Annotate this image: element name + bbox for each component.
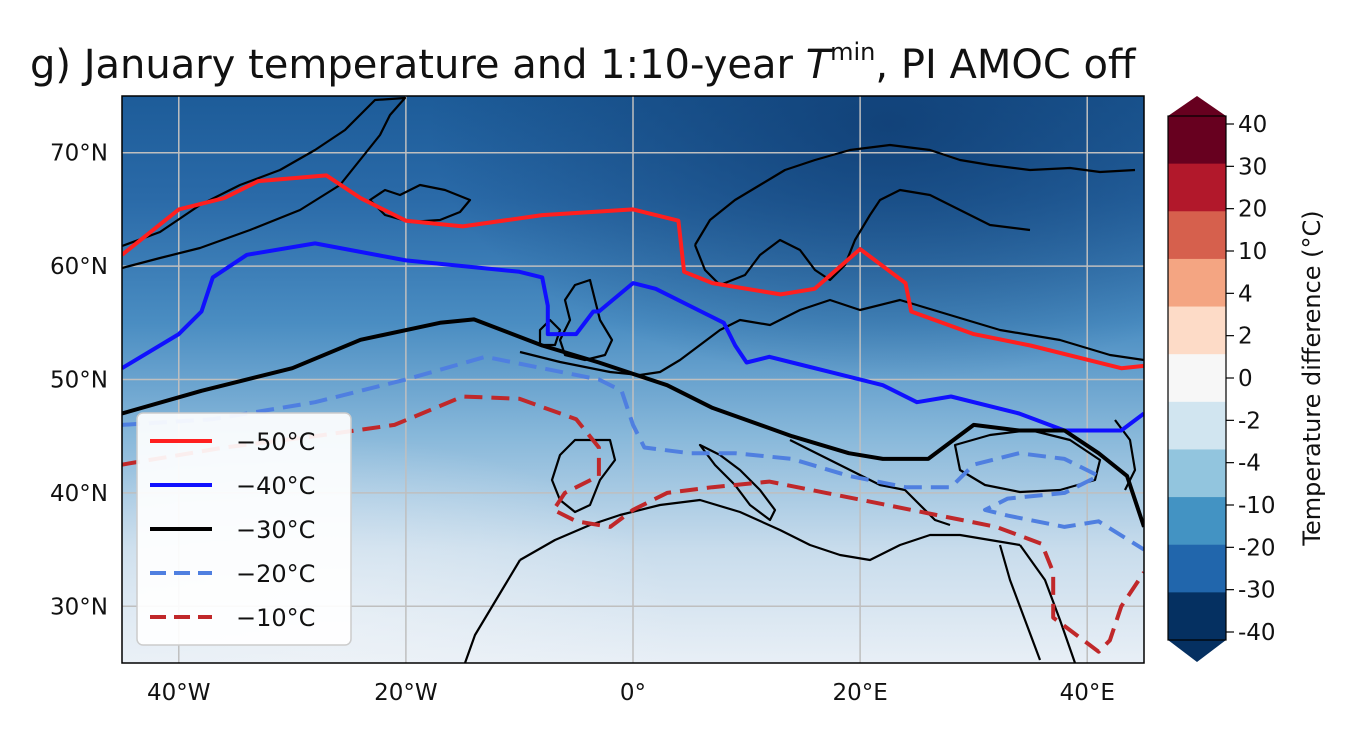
- colorbar-segment-7: [1168, 449, 1226, 498]
- lat-tick-label-1: 60°N: [50, 254, 108, 280]
- latitude-tick-labels: 70°N 60°N 50°N 40°N 30°N: [50, 141, 108, 621]
- legend-label-0: −50°C: [236, 428, 315, 456]
- lon-tick-label-0: 40°W: [147, 680, 211, 706]
- legend: −50°C −40°C −30°C −20°C −10°C: [136, 412, 352, 646]
- lat-tick-label-2: 50°N: [50, 368, 108, 394]
- colorbar-segment-8: [1168, 497, 1226, 546]
- colorbar-top-extension: [1168, 96, 1226, 116]
- legend-box: [136, 412, 352, 646]
- colorbar-segment-1: [1168, 163, 1226, 212]
- colorbar-bottom-extension: [1168, 640, 1226, 662]
- colorbar-segment-9: [1168, 544, 1226, 593]
- lon-tick-label-1: 20°W: [374, 680, 438, 706]
- colorbar-segment-6: [1168, 401, 1226, 450]
- coastline-scandinavia: [693, 143, 1136, 287]
- colorbar-segment-3: [1168, 258, 1226, 308]
- title-prefix: g) January temperature and 1:10-year: [30, 42, 806, 88]
- chart-title: g) January temperature and 1:10-year Tmi…: [30, 38, 1136, 88]
- colorbar-tick-label-1: 30: [1238, 154, 1267, 180]
- longitude-tick-labels: 40°W 20°W 0° 20°E 40°E: [147, 680, 1115, 706]
- title-suffix: , PI AMOC off: [875, 42, 1136, 88]
- coastline-north-africa: [519, 498, 1021, 562]
- map-frame: [121, 95, 1145, 664]
- contour-line-3: [122, 354, 1144, 552]
- colorbar-tick-label-2: 20: [1238, 197, 1267, 223]
- colorbar-segment-2: [1168, 211, 1226, 260]
- coastline-red-sea: [998, 544, 1077, 663]
- lat-tick-label-4: 30°N: [50, 594, 108, 620]
- coastline-greenland: [122, 96, 407, 270]
- contour-line-0: [122, 173, 1144, 371]
- colorbar-tick-label-3: 10: [1238, 239, 1267, 265]
- colorbar-tick-label-8: -4: [1238, 451, 1261, 477]
- coastline-west-africa: [463, 559, 521, 663]
- title-variable: T: [805, 42, 831, 88]
- lat-tick-label-3: 40°N: [50, 481, 108, 507]
- legend-label-1: −40°C: [236, 472, 315, 500]
- colorbar-label: Temperature difference (°C): [1298, 210, 1326, 546]
- lon-tick-label-2: 0°: [620, 680, 646, 706]
- colorbar-segment-4: [1168, 306, 1226, 355]
- colorbar-tick-label-4: 4: [1238, 281, 1253, 307]
- colorbar-segments: [1168, 116, 1226, 641]
- contour-line-2: [122, 317, 1144, 528]
- map-gridlines: [122, 96, 1144, 663]
- colorbar-segment-10: [1168, 592, 1226, 641]
- colorbar-tick-label-6: 0: [1238, 366, 1253, 392]
- colorbar-segment-5: [1168, 354, 1226, 403]
- colorbar-segment-0: [1168, 116, 1226, 165]
- colorbar-tick-label-9: -10: [1238, 493, 1276, 519]
- title-superscript: min: [830, 38, 876, 66]
- lat-tick-label-0: 70°N: [50, 141, 108, 167]
- colorbar-tick-label-11: -30: [1238, 578, 1276, 604]
- lon-tick-label-3: 20°E: [832, 680, 887, 706]
- legend-label-3: −20°C: [236, 560, 315, 588]
- legend-label-2: −30°C: [236, 516, 315, 544]
- lon-tick-label-4: 40°E: [1060, 680, 1115, 706]
- colorbar-tick-label-7: -2: [1238, 408, 1261, 434]
- colorbar-tick-label-5: 2: [1238, 324, 1253, 350]
- isotherm-contours: [122, 173, 1144, 654]
- legend-label-4: −10°C: [236, 604, 315, 632]
- coastline-balkans: [789, 439, 951, 527]
- colorbar-tick-label-12: -40: [1238, 620, 1276, 646]
- coastline-italy: [698, 443, 777, 522]
- contour-line-4: [122, 394, 1144, 654]
- contour-line-1: [122, 241, 1144, 433]
- colorbar-tick-label-0: 40: [1238, 112, 1267, 138]
- colorbar-tick-label-10: -20: [1238, 535, 1276, 561]
